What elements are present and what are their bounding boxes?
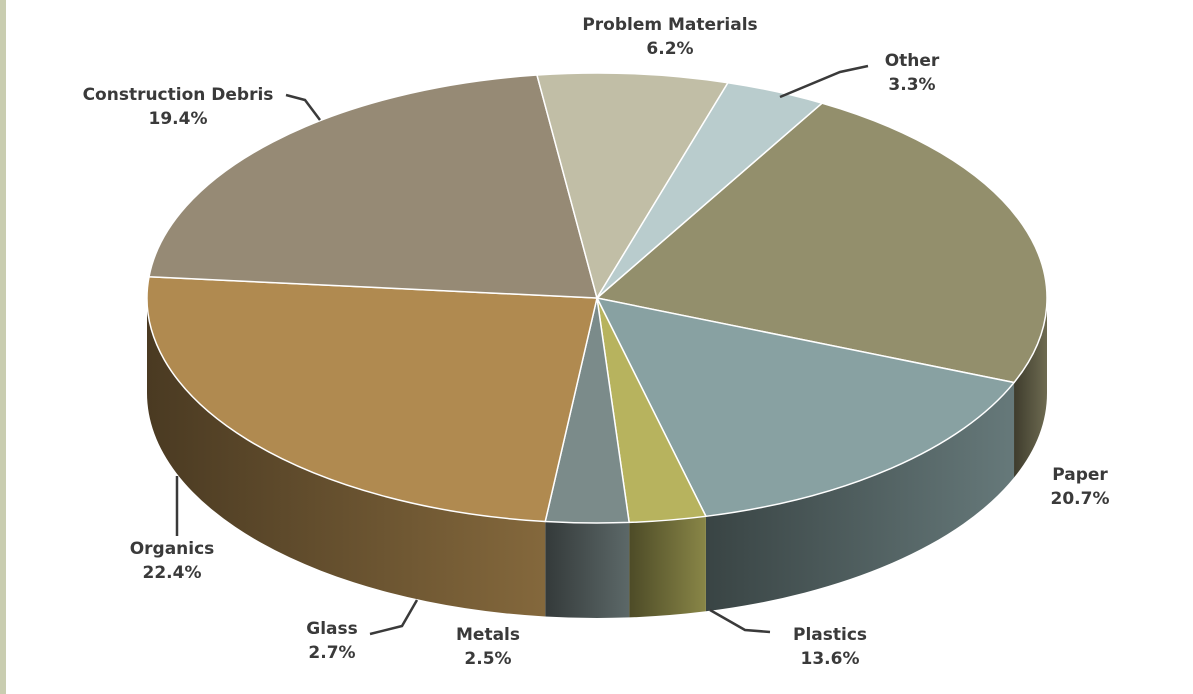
pie-sides [147,298,1047,618]
slice-labels: Paper 20.7% Plastics 13.6% Metals 2.5% Glass 2.… [83,15,1110,669]
pie-slice-other [596,81,823,299]
label-name-paper: Paper [1052,465,1108,485]
label-value-construction-debris: 19.4% [149,109,208,129]
pie-slice-problem-materials [536,72,729,299]
pie-side-plastics [705,382,1015,612]
pie-side-glass [545,521,630,618]
label-value-problem-materials: 6.2% [646,39,693,59]
frame-left-edge [0,0,6,694]
leader-line-construction-debris [285,93,321,121]
label-name-organics: Organics [130,539,215,559]
label-value-paper: 20.7% [1051,489,1110,509]
label-name-construction-debris: Construction Debris [83,85,274,105]
label-value-plastics: 13.6% [801,649,860,669]
pie-slice-plastics [596,297,1015,518]
pie-slice-construction-debris [148,74,598,299]
label-value-glass: 2.7% [308,643,355,663]
label-value-organics: 22.4% [143,563,202,583]
label-name-glass: Glass [306,619,358,639]
label-name-metals: Metals [456,625,520,645]
label-name-plastics: Plastics [793,625,867,645]
label-name-other: Other [885,51,940,71]
leader-line-glass [369,599,419,636]
label-value-other: 3.3% [888,75,935,95]
label-name-problem-materials: Problem Materials [582,15,757,35]
pie-slice-paper [596,102,1048,384]
leader-lines [175,64,869,636]
pie-tops [146,72,1048,524]
leader-line-other [779,64,869,99]
leader-line-plastics [709,608,771,634]
pie-side-organics [147,298,546,617]
pie-side-metals [629,516,706,618]
pie-slice-organics [146,276,598,523]
label-value-metals: 2.5% [464,649,511,669]
